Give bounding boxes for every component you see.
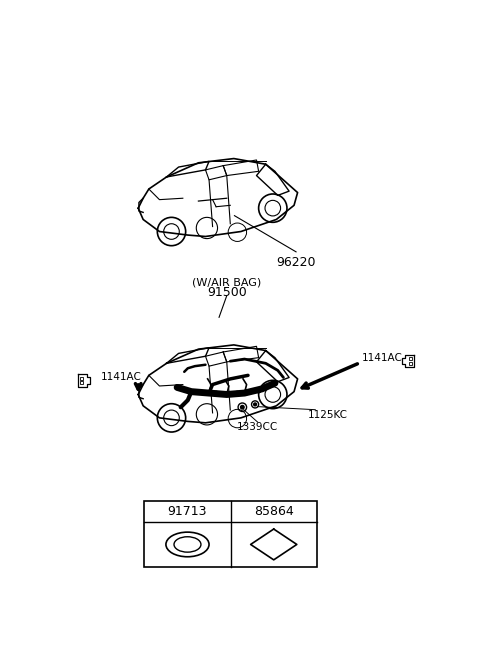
Text: 96220: 96220 [276, 257, 316, 269]
Bar [80, 381, 83, 384]
Text: 1141AC: 1141AC [101, 372, 142, 383]
Text: 91500: 91500 [207, 286, 247, 299]
Bar [80, 377, 83, 380]
Text: 1141AC: 1141AC [361, 353, 402, 363]
Bar [144, 500, 317, 567]
Circle shape [235, 391, 240, 396]
Bar [409, 358, 412, 360]
Text: 85864: 85864 [254, 505, 294, 518]
Text: 91713: 91713 [168, 505, 207, 518]
Circle shape [256, 388, 261, 393]
Circle shape [253, 403, 256, 406]
Text: 1125KC: 1125KC [308, 409, 348, 420]
Circle shape [214, 391, 218, 396]
Bar [409, 362, 412, 365]
Circle shape [240, 405, 244, 409]
Text: 1339CC: 1339CC [237, 422, 278, 432]
Text: (W/AIR BAG): (W/AIR BAG) [192, 277, 262, 288]
